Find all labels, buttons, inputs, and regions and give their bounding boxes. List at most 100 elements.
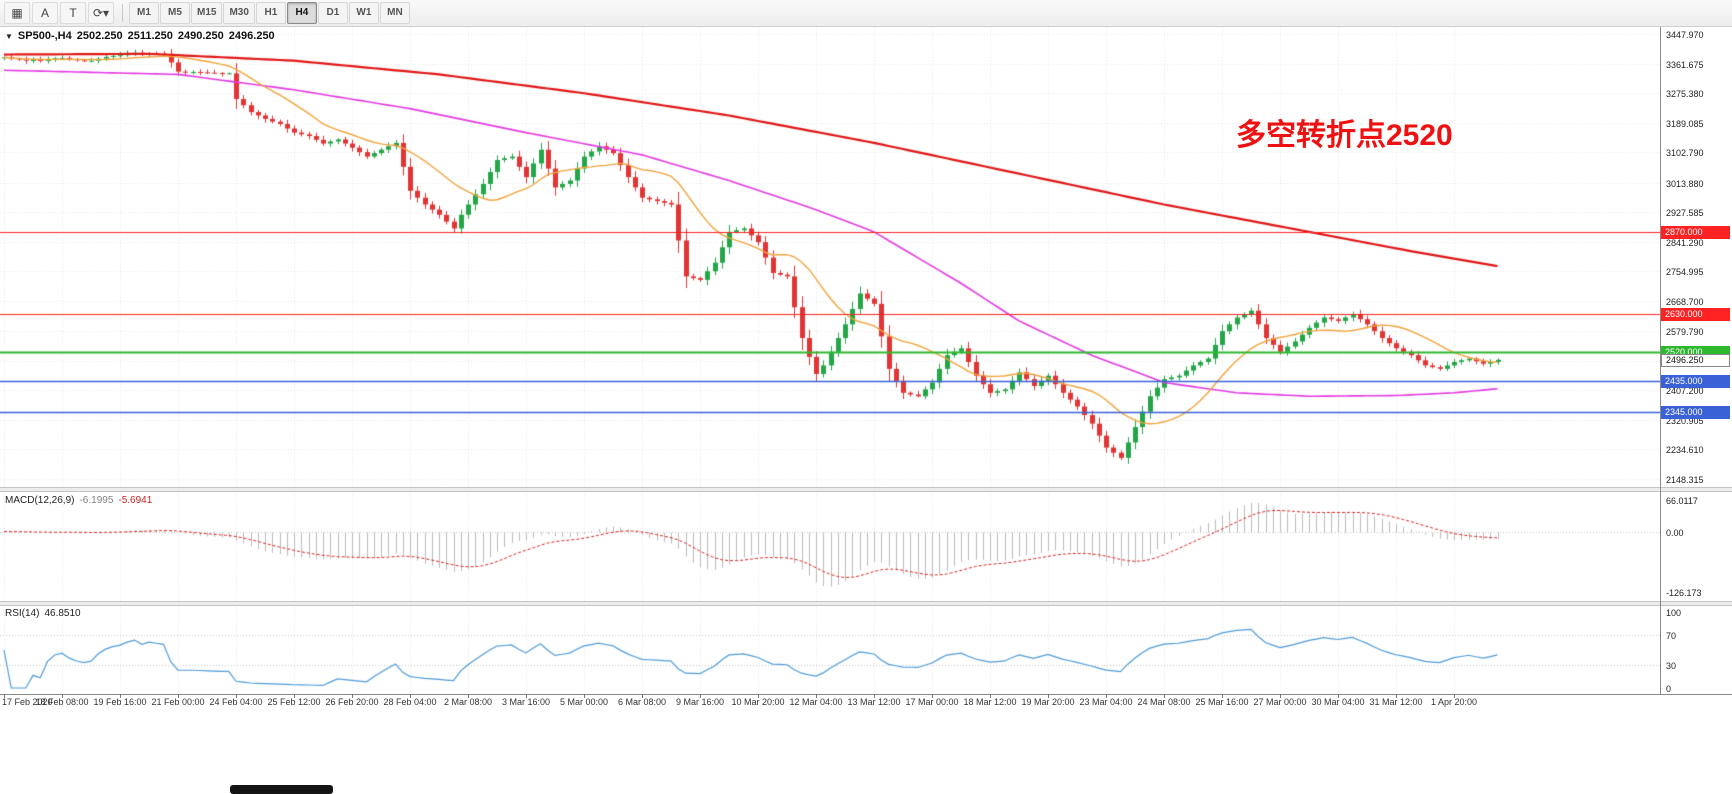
price-level-tag: 2630.000 [1661,308,1730,321]
price-tick-label: 2668.700 [1666,297,1704,307]
time-axis-tick [584,694,585,698]
time-axis-label: 10 Mar 20:00 [731,697,785,707]
price-level-tag: 2435.000 [1661,375,1730,388]
time-axis-tick [1106,694,1107,698]
taskbar-fragment[interactable] [230,785,333,794]
price-tick-label: 2927.585 [1666,208,1704,218]
price-tick-label: 2407.200 [1666,386,1704,396]
price-tick-label: 2320.905 [1666,416,1704,426]
price-tick-label: 2754.995 [1666,267,1704,277]
time-axis-label: 1 Apr 20:00 [1430,697,1478,707]
timeframe-button-m15[interactable]: M15 [191,2,223,24]
macd-tick-label: 66.0117 [1666,496,1698,506]
time-axis-tick [468,694,469,698]
time-axis-tick [1222,694,1223,698]
macd-header: MACD(12,26,9) -6.1995 -5.6941 [5,495,157,506]
time-axis-tick [4,694,5,698]
price-scale-axis-line [1660,27,1661,694]
time-axis-label: 30 Mar 04:00 [1311,697,1365,707]
timeframe-button-m30[interactable]: M30 [223,2,255,24]
rsi-tick-label: 70 [1666,631,1677,641]
macd-signal-value: -5.6941 [118,495,153,506]
time-axis-tick [352,694,353,698]
ohlc-open: 2502.250 [76,30,123,42]
time-axis-label: 31 Mar 12:00 [1369,697,1423,707]
price-tick-label: 3102.790 [1666,148,1704,158]
time-axis-tick [62,694,63,698]
time-axis-label: 9 Mar 16:00 [675,697,725,707]
ohlc-high: 2511.250 [127,30,173,42]
time-axis-tick [1454,694,1455,698]
time-axis-label: 6 Mar 08:00 [617,697,667,707]
time-axis-tick [990,694,991,698]
price-tick-label: 3275.380 [1666,89,1704,99]
timeframe-button-mn[interactable]: MN [379,2,410,24]
macd-canvas[interactable] [0,492,1660,601]
price-tick-label: 3013.880 [1666,179,1704,189]
time-axis-label: 12 Mar 04:00 [789,697,843,707]
chart-dropdown-icon[interactable]: ▼ [5,32,13,41]
time-axis-label: 5 Mar 00:00 [559,697,609,707]
ohlc-low: 2490.250 [177,30,224,42]
time-axis-tick [1396,694,1397,698]
time-axis-tick [700,694,701,698]
price-tick-label: 2148.315 [1666,475,1704,485]
time-axis-label: 19 Feb 16:00 [93,697,147,707]
rsi-tick-label: 30 [1666,661,1677,671]
time-axis-label: 25 Mar 16:00 [1195,697,1249,707]
time-axis-tick [874,694,875,698]
time-axis-tick [1338,694,1339,698]
price-tick-label: 2841.290 [1666,238,1704,248]
time-axis-label: 18 Mar 12:00 [963,697,1017,707]
rsi-tick-label: 0 [1666,684,1672,694]
timeframe-button-m1[interactable]: M1 [129,2,159,24]
time-axis-label: 26 Feb 20:00 [325,697,379,707]
time-axis-tick [236,694,237,698]
time-axis-label: 25 Feb 12:00 [267,697,321,707]
price-tick-label: 2579.790 [1666,327,1704,337]
time-axis-label: 24 Feb 04:00 [209,697,263,707]
time-axis-tick [410,694,411,698]
annotation-text: 多空转折点2520 [1236,119,1453,152]
time-axis-tick [526,694,527,698]
text-tool-icon[interactable]: T [60,2,86,24]
time-axis-tick [178,694,179,698]
time-axis-tick [642,694,643,698]
toolbar-divider [122,4,123,22]
time-axis-tick [758,694,759,698]
panel-separator-macd[interactable] [0,487,1732,492]
chart-grid-icon[interactable]: ▦ [4,2,30,24]
price-tick-label: 3361.675 [1666,60,1704,70]
timeframe-button-h4[interactable]: H4 [286,2,317,24]
timeframe-button-w1[interactable]: W1 [348,2,379,24]
time-axis-label: 3 Mar 16:00 [501,697,551,707]
macd-main-value: -6.1995 [79,495,114,506]
price-tick-label: 2234.610 [1666,445,1704,455]
cursor-tool-icon[interactable]: A [32,2,58,24]
timeframe-button-m5[interactable]: M5 [160,2,190,24]
time-axis-label: 21 Feb 00:00 [151,697,205,707]
macd-tick-label: 0.00 [1666,528,1684,538]
time-axis-label: 19 Mar 20:00 [1021,697,1075,707]
time-axis-label: 17 Feb 2020 [2,697,53,707]
time-axis-tick [1280,694,1281,698]
price-chart-canvas[interactable] [0,27,1660,487]
rsi-tick-label: 100 [1666,608,1682,618]
toolbar: ▦ A T ⟳▾ M1 M5 M15 M30 H1 H4 D1 W1 MN [0,0,1732,27]
price-tick-label: 3189.085 [1666,119,1704,129]
refresh-dropdown-icon[interactable]: ⟳▾ [88,2,114,24]
time-axis-label: 23 Mar 04:00 [1079,697,1133,707]
rsi-value: 46.8510 [44,608,81,619]
time-axis-tick [816,694,817,698]
time-axis-label: 17 Mar 00:00 [905,697,959,707]
rsi-canvas[interactable] [0,606,1660,694]
time-axis-label: 13 Mar 12:00 [847,697,901,707]
rsi-title: RSI(14) [5,608,40,619]
timeframe-button-d1[interactable]: D1 [317,2,348,24]
ohlc-close: 2496.250 [228,30,275,42]
timeframe-button-h1[interactable]: H1 [255,2,286,24]
time-axis-tick [932,694,933,698]
time-axis-label: 28 Feb 04:00 [383,697,437,707]
panel-separator-rsi[interactable] [0,601,1732,606]
